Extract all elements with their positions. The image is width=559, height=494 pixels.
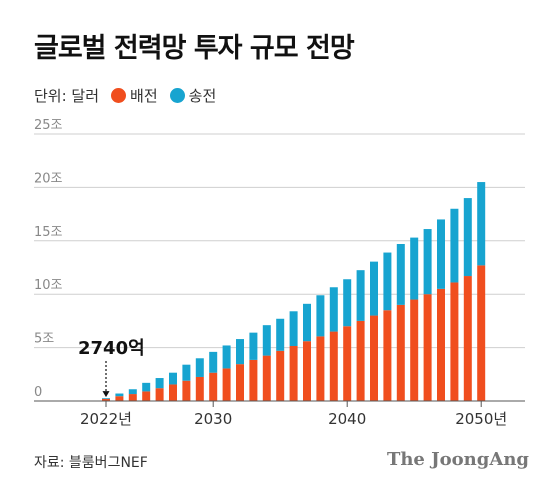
bar-segment [236,339,244,365]
bar-segment [463,198,472,277]
bar-segment [182,380,191,401]
source-note: 자료: 블룸버그NEF [34,455,148,471]
bar-segment [115,396,124,401]
bar-segment [128,389,137,395]
bar-segment [209,351,218,373]
bar-segment [169,384,177,401]
bar-segment [463,276,472,401]
bar-segment [343,326,352,401]
stacked-bar-chart: 0 5조 10조 15조 20조 25조 2022년 2030 2040 2050년 2740억 [34,118,525,428]
bar-segment [423,294,432,401]
bar-segment [155,378,164,389]
annotation-arrow-icon [102,391,110,398]
x-tick-label: 2030 [194,410,232,428]
chart-title: 글로벌 전력망 투자 규모 전망 [34,33,355,64]
bar-segment [195,376,204,401]
bar-segment [128,394,137,401]
y-tick-label: 0 [34,385,42,400]
bar-segment [249,359,258,401]
bar-segment [437,219,445,289]
bar-segment [102,398,110,401]
bar-segment [343,279,352,327]
legend-label-distribution: 배전 [130,87,158,105]
bar-segment [383,252,392,311]
bar-segment [450,282,459,401]
bar-segment [316,295,325,337]
bar-segment [383,310,392,401]
bar-segment [276,318,285,351]
bar-segment [316,336,325,401]
bar-segment [142,391,151,401]
bar-segment [102,398,110,399]
bar-segment [276,350,285,401]
bar-segment [370,315,378,401]
x-tick-label: 2050년 [455,410,507,428]
bar-segment [222,368,231,401]
unit-label: 단위: 달러 [34,87,100,105]
legend-swatch-distribution [111,88,127,103]
bar-segment [410,237,419,300]
y-tick-label: 25조 [34,118,63,133]
bar-segment [396,304,405,401]
bar-segment [249,332,258,360]
bar-segment [477,182,486,266]
bar-segment [289,345,298,401]
legend-swatch-transmission [169,88,185,103]
legend-item-distribution: 배전 [111,85,158,106]
bar-segment [329,287,338,332]
bar-segment [115,393,124,397]
bar-segment [450,208,459,283]
bar-segment [329,331,338,401]
bar-segment [262,325,271,356]
bar-segment [209,372,218,401]
bar-segment [236,364,244,401]
bar-segment [195,358,204,377]
bar-segment [410,299,419,401]
x-tick-label: 2040 [328,410,366,428]
bar-segment [356,320,365,401]
annotation-label: 2740억 [78,338,145,359]
y-tick-label: 10조 [34,278,63,293]
bar-segment [356,270,365,321]
legend-label-transmission: 송전 [188,87,217,105]
bar-segment [477,265,486,401]
bar-segment [423,229,432,295]
bar-segment [303,341,311,401]
bar-segment [222,345,231,369]
bar-segment [262,355,271,401]
bar-segment [169,372,177,385]
bar-segment [182,364,191,381]
y-tick-label: 20조 [34,171,63,186]
brand-logo: The JoongAng [386,449,529,470]
bar-segment [155,388,164,401]
legend-item-transmission: 송전 [169,85,217,106]
bar-segment [142,382,151,392]
y-tick-label: 15조 [34,225,63,240]
legend: 단위: 달러 배전 송전 [34,85,228,106]
y-tick-label: 5조 [34,332,54,347]
bar-segment [370,261,378,316]
bar-segment [396,244,405,305]
x-tick-label: 2022년 [80,410,132,428]
bar-segment [437,288,445,401]
bar-segment [289,311,298,346]
bar-segment [303,303,311,342]
